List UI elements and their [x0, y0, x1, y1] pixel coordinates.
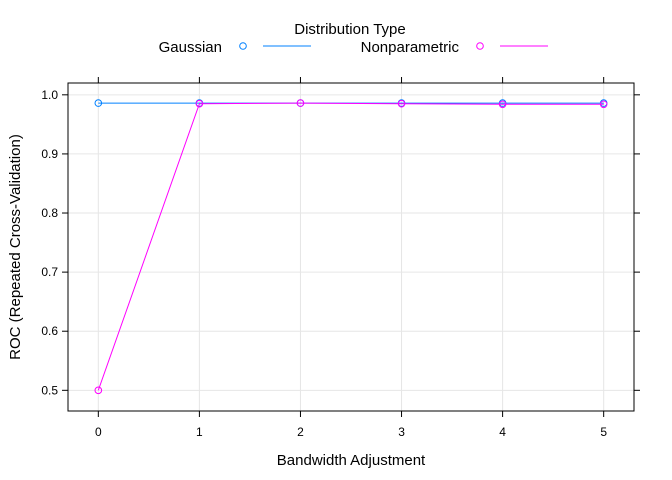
grid-lines: [68, 83, 634, 411]
plot-frame: [67, 82, 635, 412]
y-tick-label-3: 0.8: [41, 206, 58, 220]
y-tick-label-5: 1.0: [41, 88, 58, 102]
series-layer: [94, 99, 608, 395]
x-axis-title: Bandwidth Adjustment: [277, 452, 426, 469]
axis-ticks: 0 1 2 3 4 5 0.5 0.6 0.7 0.8 0.9 1.0: [41, 77, 640, 439]
legend-title: Distribution Type: [294, 21, 405, 38]
y-tick-label-2: 0.7: [41, 265, 58, 279]
x-tick-label-0: 0: [95, 425, 102, 439]
nonparametric-point-0: [94, 386, 103, 395]
legend-marker-gaussian: [239, 42, 247, 50]
x-tick-label-5: 5: [600, 425, 607, 439]
nonparametric-point-5: [599, 100, 608, 109]
y-tick-label-1: 0.6: [41, 324, 58, 338]
nonparametric-point-1: [195, 99, 204, 108]
x-tick-label-4: 4: [499, 425, 506, 439]
nonparametric-point-2: [296, 99, 305, 107]
legend-label-nonparametric: Nonparametric: [361, 39, 460, 56]
y-tick-label-4: 0.9: [41, 147, 58, 161]
x-tick-label-2: 2: [297, 425, 304, 439]
gaussian-point-0: [94, 99, 103, 107]
nonparametric-point-3: [397, 99, 406, 108]
nonparametric-point-4: [498, 100, 507, 109]
legend: Distribution Type Gaussian Nonparametric: [159, 21, 548, 56]
y-tick-label-0: 0.5: [41, 383, 58, 397]
legend-marker-nonparametric: [476, 42, 484, 50]
x-tick-label-3: 3: [398, 425, 405, 439]
y-axis-title: ROC (Repeated Cross-Validation): [7, 134, 24, 360]
x-tick-label-1: 1: [196, 425, 203, 439]
legend-label-gaussian: Gaussian: [159, 39, 222, 56]
nonparametric-series-line: [97, 102, 604, 391]
